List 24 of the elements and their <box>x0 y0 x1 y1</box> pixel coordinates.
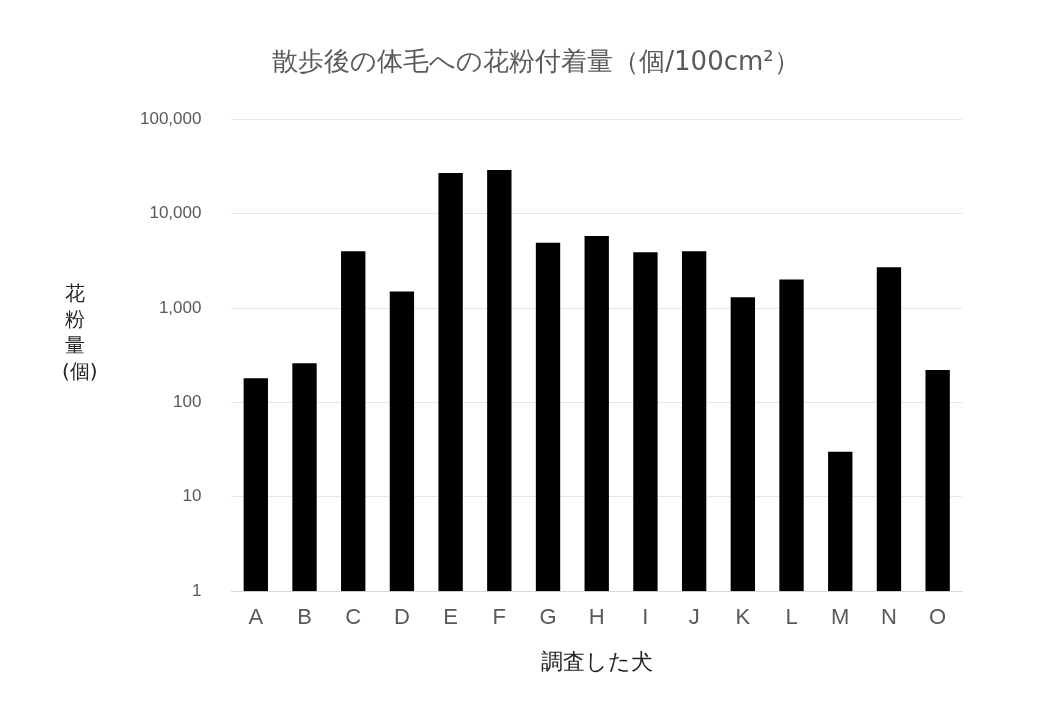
x-tick-label: M <box>831 604 850 630</box>
x-tick-label: E <box>443 604 458 630</box>
x-tick-label: I <box>642 604 649 630</box>
x-tick-label: J <box>688 604 700 630</box>
x-tick-label: A <box>248 604 264 630</box>
y-axis-title: 花粉量(個) <box>62 280 98 384</box>
y-tick-label: 100 <box>173 392 202 412</box>
chart-title: 散歩後の体毛への花粉付着量（個/100cm²） <box>272 46 800 77</box>
y-tick-label: 1,000 <box>158 297 202 317</box>
x-tick-label: K <box>735 604 751 630</box>
x-tick-label: D <box>393 604 410 630</box>
y-tick-label: 10,000 <box>149 203 202 223</box>
x-tick-label: G <box>539 604 557 630</box>
x-tick-label: O <box>929 604 947 630</box>
x-tick-label: N <box>881 604 897 630</box>
y-tick-label: 1 <box>191 580 202 600</box>
x-tick-label: L <box>785 604 798 630</box>
y-tick-label: 10 <box>182 486 202 506</box>
x-tick-label: C <box>345 604 362 630</box>
x-axis-title: 調査した犬 <box>540 648 653 674</box>
x-tick-label: H <box>588 604 605 630</box>
x-tick-label: B <box>297 604 312 630</box>
y-tick-label: 100,000 <box>140 108 202 128</box>
x-tick-label: F <box>492 604 507 630</box>
